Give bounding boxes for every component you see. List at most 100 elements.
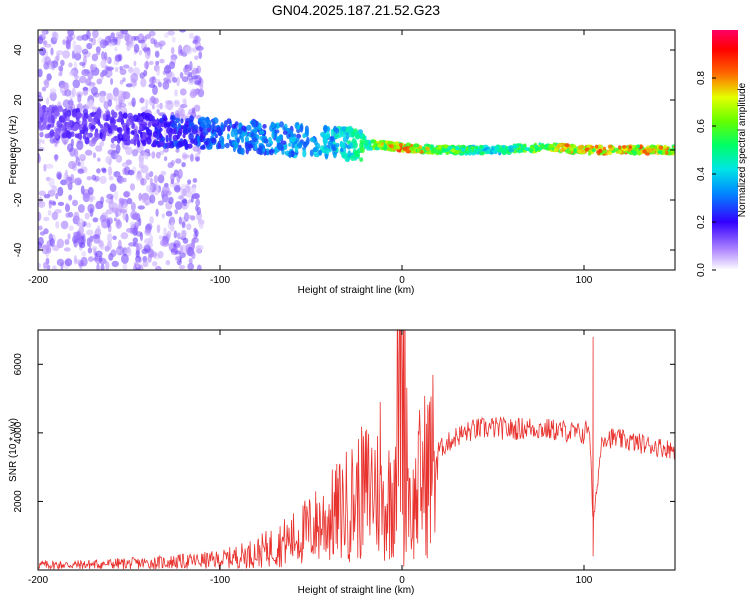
spectrogram-cell [193,88,201,95]
spectrogram-cell [69,98,74,108]
spectrogram-cell [110,109,115,116]
spectrogram-cell [61,132,68,139]
spectrogram-cell [58,65,64,72]
colorbar-ticks: 0.0 0.2 0.4 0.6 0.8 [696,71,716,277]
spectrogram-cell [110,143,116,149]
spectrogram-cell [175,148,180,153]
spectrogram-cell [99,71,105,78]
spectrogram-cell [114,46,118,52]
spectrogram-cell [116,248,121,254]
spectrogram-cell [78,226,84,235]
spectrogram-cell [159,239,166,247]
spectrogram-cell [38,123,41,128]
spectrogram-cell [85,222,92,228]
spectrogram-cell [85,149,93,156]
spectrogram-cell [149,194,156,204]
spectrogram-cell [132,213,138,221]
spectrogram-cell [138,192,142,201]
spectrogram-cell [90,64,96,71]
spectrogram-cell [149,234,154,243]
spectrogram-cell [188,80,195,86]
spectrogram-cell [212,121,216,126]
spectrogram-cell [55,221,60,229]
spectrogram-cell [99,124,104,129]
spectrogram-cell [150,251,158,258]
spectrogram-cell [240,147,245,156]
spectrogram-cell [333,125,337,133]
spectrogram-cell [149,216,154,224]
spectrogram-cell [386,140,393,145]
spectrogram-cell [44,78,50,89]
spectrogram-cell [50,114,55,123]
spectrogram-cell [347,125,354,134]
spectrogram-cell [455,150,461,154]
spectrogram-cell [139,158,145,167]
spectrogram-cell [68,160,77,170]
spectrogram-cell [125,118,132,126]
spectrogram-cell [184,141,188,149]
spectrogram-cell [73,211,80,222]
spectrogram-cell [119,68,127,76]
spectrogram-cell [217,143,222,150]
spectrogram-cell [186,223,192,231]
spectrogram-cell [71,50,75,60]
spectrogram-cell [405,142,411,147]
spectrogram-cell [99,176,107,184]
spectrogram-cell [117,90,125,100]
spectrogram-cell [38,153,41,163]
snr-ytick-label: 6000 [13,353,24,376]
spectrogram-cell [91,246,98,251]
spectrogram-cell [67,233,71,240]
spectrogram-cell [135,173,143,182]
spectrogram-cell [170,222,175,231]
spectrogram-cell [67,30,74,37]
spectrogram-cell [87,115,93,123]
spectrogram-cell [60,220,69,230]
spectrogram-cell [155,119,159,125]
spectrogram-cell [182,154,191,159]
spectrogram-cell [82,86,89,91]
spectrogram-cell [107,99,113,107]
spectrogram-cell [163,116,168,122]
spectrogram-cell [292,133,297,138]
spectrogram-cell [174,89,178,97]
spectrogram-cell [52,244,60,252]
spectrogram-cell [181,230,187,238]
colorbar-gradient [712,30,738,270]
spectrogram-cell [66,109,72,117]
spectrogram-cell [99,132,103,140]
spectrogram-cell [167,30,176,36]
spectrogram-cell [279,121,284,128]
spectrogram-cell [299,124,304,133]
spectrogram-cell [77,204,85,213]
spectrogram-cell [190,153,194,162]
spectrogram-cell [168,131,173,138]
spectrogram-cell [152,261,158,267]
spectrogram-cell [409,146,415,151]
spectrogram-cell [139,131,143,139]
spectrogram-cell [170,122,176,128]
spectrogram-cell [95,250,103,258]
spectrogram-cell [250,132,254,138]
spectrogram-cell [38,211,42,222]
spectrogram-cell [114,54,122,62]
spectrogram-cell [173,101,181,107]
spectrogram-cell [96,109,102,117]
spectrogram-cell [465,150,470,155]
spectrogram-cell [87,247,93,254]
spectrogram-cell [95,202,101,210]
spectrogram-cell [278,134,284,140]
colorbar-tick-label: 0.8 [696,71,707,85]
spectrogram-cell [334,133,340,139]
spectrogram-cell [265,143,272,148]
spectrogram-cell [76,35,84,41]
spectrogram-cell [154,140,159,145]
spectrogram-cell [181,98,186,104]
spectrogram-cell [132,237,138,244]
spectrogram-cell [137,205,145,210]
spectrogram-cell [103,100,109,110]
spectrogram-cell [252,120,257,129]
spectrogram-cell [331,146,337,152]
spectrogram-cell [258,145,263,150]
spectrogram-cell [265,150,270,156]
